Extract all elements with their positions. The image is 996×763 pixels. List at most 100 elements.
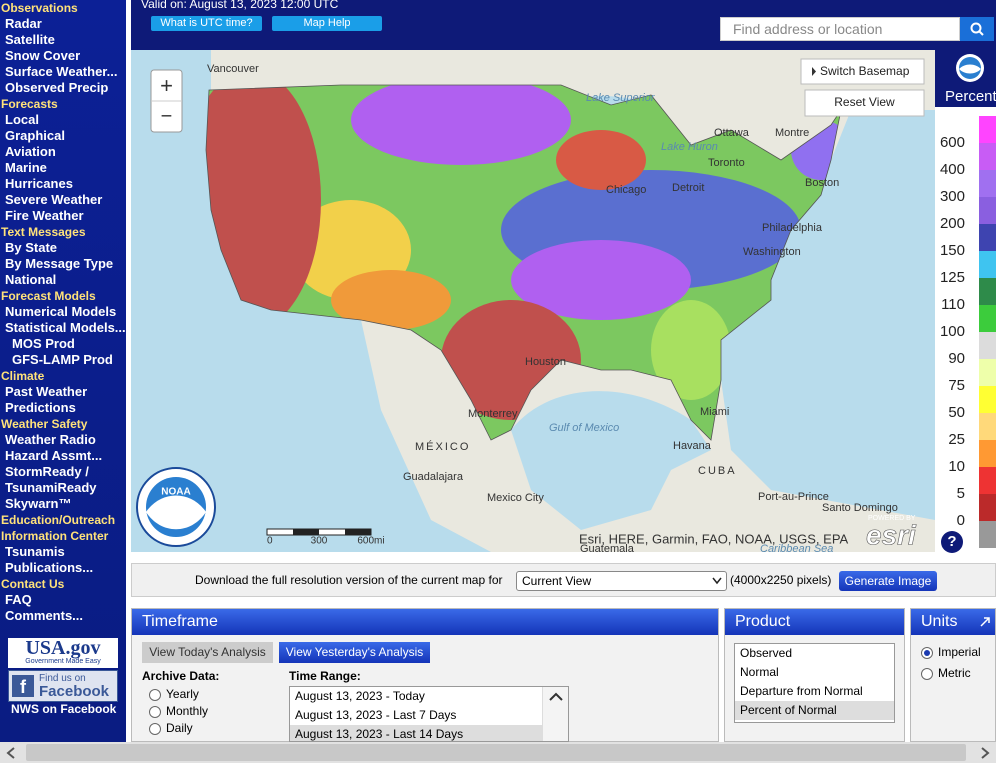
nav-link[interactable]: Comments... <box>5 608 84 623</box>
nav-heading[interactable]: Text Messages <box>1 225 86 239</box>
nav-link[interactable]: Skywarn™ <box>5 496 72 511</box>
product-panel: Product Observed Normal Departure from Nor… <box>724 608 905 742</box>
nav-link[interactable]: Numerical Models <box>5 304 117 319</box>
nav-link[interactable]: Snow Cover <box>5 48 81 63</box>
legend-label: 10 <box>948 458 965 475</box>
usagov: USA.gov <box>25 637 101 659</box>
nav-link[interactable]: Hurricanes <box>5 176 73 191</box>
nav-link[interactable]: By State <box>5 240 58 255</box>
product-option[interactable]: Observed <box>735 644 894 663</box>
nav-sublink[interactable]: MOS Prod <box>12 336 75 351</box>
scroll-up <box>549 692 563 701</box>
nav-link[interactable]: Aviation <box>5 144 56 159</box>
download-text: Download the full resolution version of … <box>195 573 503 587</box>
archive-option[interactable]: Yearly <box>149 686 208 703</box>
nav-link[interactable]: Marine <box>5 160 47 175</box>
radio[interactable] <box>921 646 933 659</box>
noaa-text: NOAA <box>161 487 190 498</box>
range-option[interactable]: August 13, 2023 - Last 14 Days <box>290 725 545 741</box>
nav-heading[interactable]: Education/Outreach <box>1 513 116 527</box>
legend-label: 200 <box>940 215 965 232</box>
archive-option[interactable]: Daily <box>149 720 208 737</box>
radio[interactable] <box>149 722 161 735</box>
map[interactable]: Vancouver Lake Superior Ottawa Montre Lake H… <box>131 50 935 552</box>
range-option[interactable]: August 13, 2023 - Today <box>290 687 545 706</box>
legend-label: 150 <box>940 242 965 259</box>
nav-heading[interactable]: Forecast Models <box>1 289 96 303</box>
download-select[interactable]: Current View <box>516 571 727 591</box>
nav-heading[interactable]: Forecasts <box>1 97 58 111</box>
nav-link[interactable]: Surface Weather... <box>5 64 118 79</box>
nav-link[interactable]: Graphical <box>5 128 65 143</box>
search-button[interactable] <box>960 17 994 41</box>
nav-link[interactable]: FAQ <box>5 592 32 607</box>
nav-link[interactable]: Past Weather <box>5 384 88 399</box>
scroll-left[interactable] <box>4 746 18 760</box>
product-option[interactable]: Percent of Normal <box>735 701 894 720</box>
range-scrollbar[interactable] <box>542 687 568 741</box>
nav-link[interactable]: Radar <box>5 16 42 31</box>
usagov-badge[interactable]: USA.gov Government Made Easy <box>8 638 118 668</box>
yesterday-button[interactable]: View Yesterday's Analysis <box>279 642 430 663</box>
nav-heading[interactable]: Climate <box>1 369 45 383</box>
nav-link[interactable]: National <box>5 272 57 287</box>
help-button[interactable]: Map Help <box>272 16 382 31</box>
generate-image-button[interactable]: Generate Image <box>839 571 937 591</box>
nav-link[interactable]: Tsunamis <box>5 544 65 559</box>
legend-swatch <box>979 170 996 197</box>
search-input[interactable]: Find address or location <box>720 17 960 41</box>
place-label: Chicago <box>606 184 646 196</box>
legend-swatch <box>979 521 996 548</box>
nav-heading[interactable]: Weather Safety <box>1 417 88 431</box>
radio[interactable] <box>921 667 933 680</box>
switch-basemap-button[interactable] <box>800 58 925 85</box>
nav-link[interactable]: Publications... <box>5 560 94 575</box>
nav-sublink[interactable]: GFS-LAMP Prod <box>12 352 113 367</box>
units-options: Imperial Metric <box>921 642 981 684</box>
product-list[interactable]: Observed Normal Departure from Normal Perce… <box>734 643 895 723</box>
reset-view-button[interactable] <box>804 89 925 117</box>
place-label: Houston <box>525 356 566 368</box>
legend-help[interactable]: ? <box>941 531 963 553</box>
nav-link[interactable]: StormReady / TsunamiReady <box>5 464 97 495</box>
unit-option[interactable]: Metric <box>921 663 981 684</box>
nav-heading[interactable]: Contact Us <box>1 577 65 591</box>
nav-link[interactable]: Hazard Assmt... <box>5 448 103 463</box>
place-label: CUBA <box>698 465 737 477</box>
facebook-badge[interactable]: f Find us on Facebook <box>8 670 118 702</box>
nav-link[interactable]: Predictions <box>5 400 76 415</box>
scroll-right[interactable] <box>978 746 992 760</box>
nav-heading[interactable]: Observations <box>1 1 78 15</box>
range-list[interactable]: August 13, 2023 - Today August 13, 2023 -… <box>289 686 569 742</box>
nav-link[interactable]: Weather Radio <box>5 432 96 447</box>
place-label: Ottawa <box>714 127 750 139</box>
utc-button[interactable]: What is UTC time? <box>151 16 262 31</box>
nav-link[interactable]: Satellite <box>5 32 55 47</box>
nav-link[interactable]: Statistical Models... <box>5 320 126 335</box>
nav-link[interactable]: Local <box>5 112 39 127</box>
horizontal-scrollbar[interactable] <box>0 742 996 763</box>
nav-link[interactable]: Observed Precip <box>5 80 109 95</box>
zoom-in[interactable]: + <box>160 73 173 98</box>
place-label: Port-au-Prince <box>758 491 829 503</box>
nav-link[interactable]: Fire Weather <box>5 208 84 223</box>
nav-heading[interactable]: Information Center <box>1 529 109 543</box>
archive-option[interactable]: Monthly <box>149 703 208 720</box>
place-label: Caribbean Sea <box>760 543 833 552</box>
archive-label: Archive Data: <box>142 669 220 683</box>
nws-facebook[interactable]: NWS on Facebook <box>11 702 117 716</box>
unit-option[interactable]: Imperial <box>921 642 981 663</box>
legend-label: 50 <box>948 404 965 421</box>
range-option[interactable]: August 13, 2023 - Last 7 Days <box>290 706 545 725</box>
radio[interactable] <box>149 688 161 701</box>
scroll-thumb[interactable] <box>26 744 966 761</box>
radio[interactable] <box>149 705 161 718</box>
product-option[interactable]: Normal <box>735 663 894 682</box>
today-button[interactable]: View Today's Analysis <box>142 642 273 663</box>
nav-link[interactable]: Severe Weather <box>5 192 103 207</box>
product-option[interactable]: Departure from Normal <box>735 682 894 701</box>
nav-link[interactable]: By Message Type <box>5 256 114 271</box>
expand-icon[interactable] <box>979 616 991 628</box>
zoom-out[interactable]: − <box>161 105 173 127</box>
